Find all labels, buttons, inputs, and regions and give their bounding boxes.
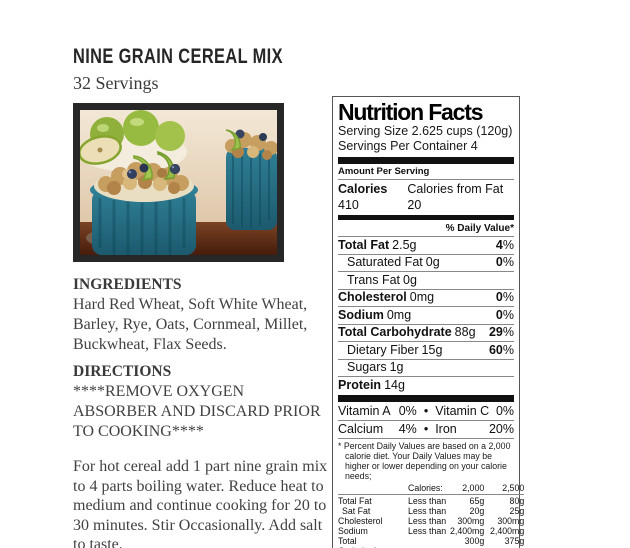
nutrient-row: Dietary Fiber 15g 60% [338, 342, 514, 360]
daily-value-footnote: * Percent Daily Values are based on a 2,… [338, 440, 511, 481]
nutrient-row: Trans Fat 0g [338, 272, 514, 290]
vitamin-row: Calcium 4% • Iron 20% [338, 421, 514, 439]
bullet: • [423, 421, 429, 436]
nutrient-row: Sodium 0mg 0% [338, 307, 514, 325]
bullet: • [423, 404, 429, 418]
page-title: NINE GRAIN CEREAL MIX [73, 45, 283, 68]
vitamin-row: Vitamin A 0% • Vitamin C 0% [338, 404, 514, 421]
nutrition-facts-label: Nutrition Facts Serving Size 2.625 cups … [332, 96, 525, 548]
reference-table: Calories: 2,000 2,500 Total Fat Less tha… [338, 482, 525, 548]
calories-from-fat: Calories from Fat 20 [407, 182, 504, 212]
divider-thick [338, 215, 514, 220]
cereal-bowls-photo [80, 110, 277, 255]
amount-per-serving: Amount Per Serving [338, 166, 514, 180]
left-column: NINE GRAIN CEREAL MIX 32 Servings [73, 46, 329, 548]
nutrient-row: Cholesterol 0mg 0% [338, 290, 514, 307]
ingredients-heading: INGREDIENTS [73, 276, 182, 293]
daily-value-header: % Daily Value* [338, 221, 514, 237]
divider-thick [338, 394, 514, 402]
nutrition-title: Nutrition Facts [338, 99, 483, 125]
servings-count: 32 Servings [73, 73, 159, 93]
divider-thick [338, 157, 514, 164]
nutrient-row: Total Carbohydrate 88g 29% [338, 325, 514, 342]
ingredients-text: Hard Red Wheat, Soft White Wheat, Barley… [73, 296, 308, 353]
nutrient-row: Sugars 1g [338, 360, 514, 377]
directions-warning: ****REMOVE OXYGEN ABSORBER AND DISCARD P… [73, 383, 321, 440]
product-photo-frame [73, 103, 284, 262]
nutrient-row: Protein 14g [338, 377, 405, 392]
nutrient-row: Saturated Fat 0g 0% [338, 255, 514, 272]
nutrient-row: Total Fat 2.5g 4% [338, 237, 514, 255]
calories-row: Calories 410 Calories from Fat 20 [338, 180, 514, 214]
calories-value: Calories 410 [338, 182, 388, 212]
directions-text: For hot cereal add 1 part nine grain mix… [73, 458, 328, 548]
servings-per-container: Servings Per Container 4 [338, 139, 478, 153]
serving-size: Serving Size 2.625 cups (120g) [338, 124, 513, 138]
directions-heading: DIRECTIONS [73, 363, 172, 380]
